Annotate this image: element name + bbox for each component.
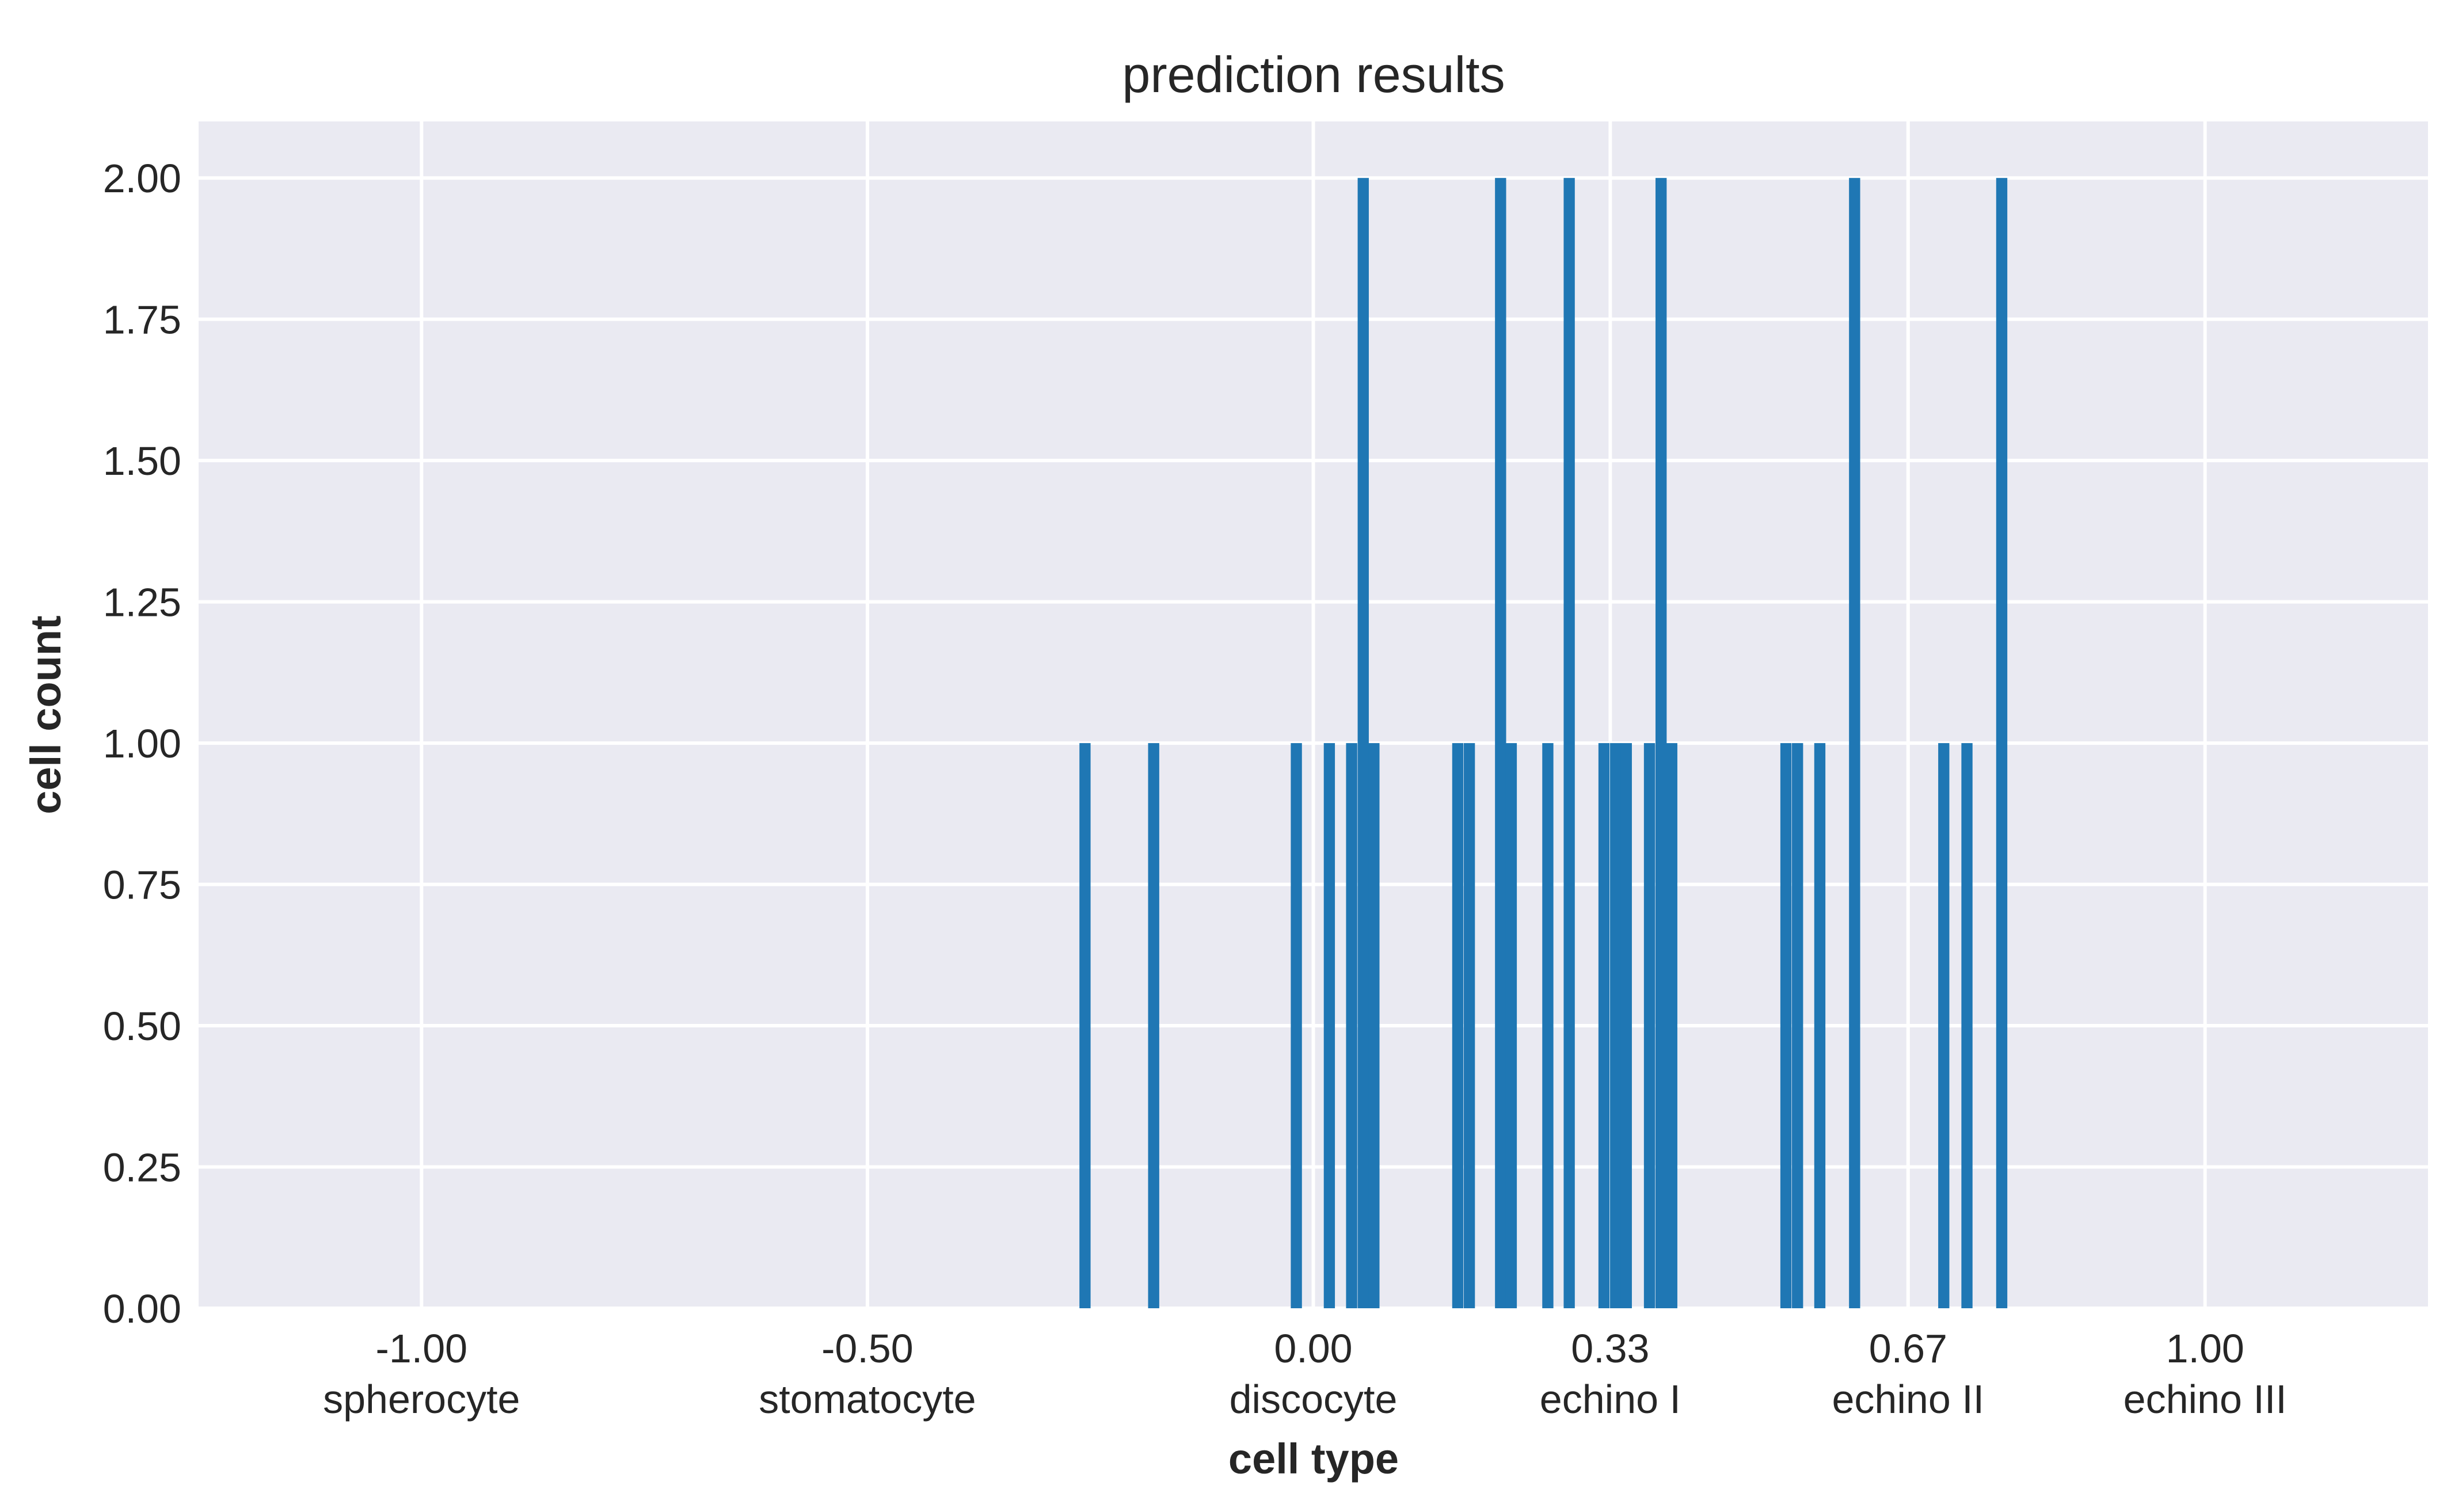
y-tick-labels: 0.00 0.25 0.50 0.75 1.00 1.25 1.50 1.75 2.00: [103, 156, 181, 1331]
x-gridlines: [420, 121, 2207, 1308]
histogram-bar: [1148, 743, 1159, 1308]
x-tick-category: spherocyte: [323, 1377, 520, 1422]
histogram-bar: [1656, 178, 1667, 1309]
histogram-bar: [1792, 743, 1803, 1308]
histogram-bar: [1938, 743, 1950, 1308]
y-tick-label: 0.50: [103, 1004, 181, 1049]
x-tick-label: 0.33: [1571, 1326, 1649, 1371]
y-tick-label: 0.25: [103, 1145, 181, 1190]
y-tick-label: 1.00: [103, 721, 181, 766]
histogram-bar: [1643, 743, 1656, 1308]
x-tick-category: echino I: [1540, 1377, 1681, 1422]
histogram-bar: [1495, 178, 1506, 1309]
x-tick-category: echino II: [1832, 1377, 1985, 1422]
histogram-bar: [1814, 743, 1826, 1308]
histogram-bar: [1961, 743, 1973, 1308]
y-tick-label: 0.00: [103, 1286, 181, 1331]
histogram-bar: [1620, 743, 1632, 1308]
x-tick-label: -1.00: [376, 1326, 468, 1371]
histogram-bar: [1609, 743, 1622, 1308]
histogram-bar: [1452, 743, 1464, 1308]
histogram-bar: [1323, 743, 1335, 1308]
x-tick-labels: -1.00 spherocyte -0.50 stomatocyte 0.00 disco…: [323, 1326, 2287, 1422]
y-tick-label: 1.75: [103, 298, 181, 342]
x-tick-category: echino III: [2123, 1377, 2287, 1422]
chart-title: prediction results: [1122, 46, 1505, 103]
histogram-bar: [1563, 178, 1575, 1309]
histogram-bar: [1996, 178, 2008, 1309]
y-axis-label: cell count: [22, 615, 70, 814]
x-tick-category: discocyte: [1230, 1377, 1398, 1422]
histogram-bar: [1079, 743, 1091, 1308]
histogram-bar: [1346, 743, 1357, 1308]
histogram-bar: [1542, 743, 1554, 1308]
histogram-bar: [1463, 743, 1475, 1308]
y-tick-label: 1.25: [103, 580, 181, 625]
histogram-bar: [1598, 743, 1610, 1308]
bars: [1079, 178, 2008, 1309]
histogram-bar: [1666, 743, 1677, 1308]
histogram-bar: [1291, 743, 1302, 1308]
x-tick-label: 0.67: [1869, 1326, 1947, 1371]
x-tick-label: 1.00: [2166, 1326, 2244, 1371]
x-tick-label: -0.50: [821, 1326, 914, 1371]
histogram-bar: [1505, 743, 1517, 1308]
y-tick-label: 1.50: [103, 439, 181, 483]
x-tick-category: stomatocyte: [759, 1377, 976, 1422]
y-tick-label: 0.75: [103, 863, 181, 908]
x-tick-label: 0.00: [1274, 1326, 1352, 1371]
y-tick-label: 2.00: [103, 156, 181, 201]
histogram-bar: [1849, 178, 1860, 1309]
histogram-bar: [1368, 743, 1380, 1308]
x-axis-label: cell type: [1228, 1435, 1399, 1483]
histogram-bar: [1357, 178, 1369, 1309]
histogram-bar: [1780, 743, 1792, 1308]
